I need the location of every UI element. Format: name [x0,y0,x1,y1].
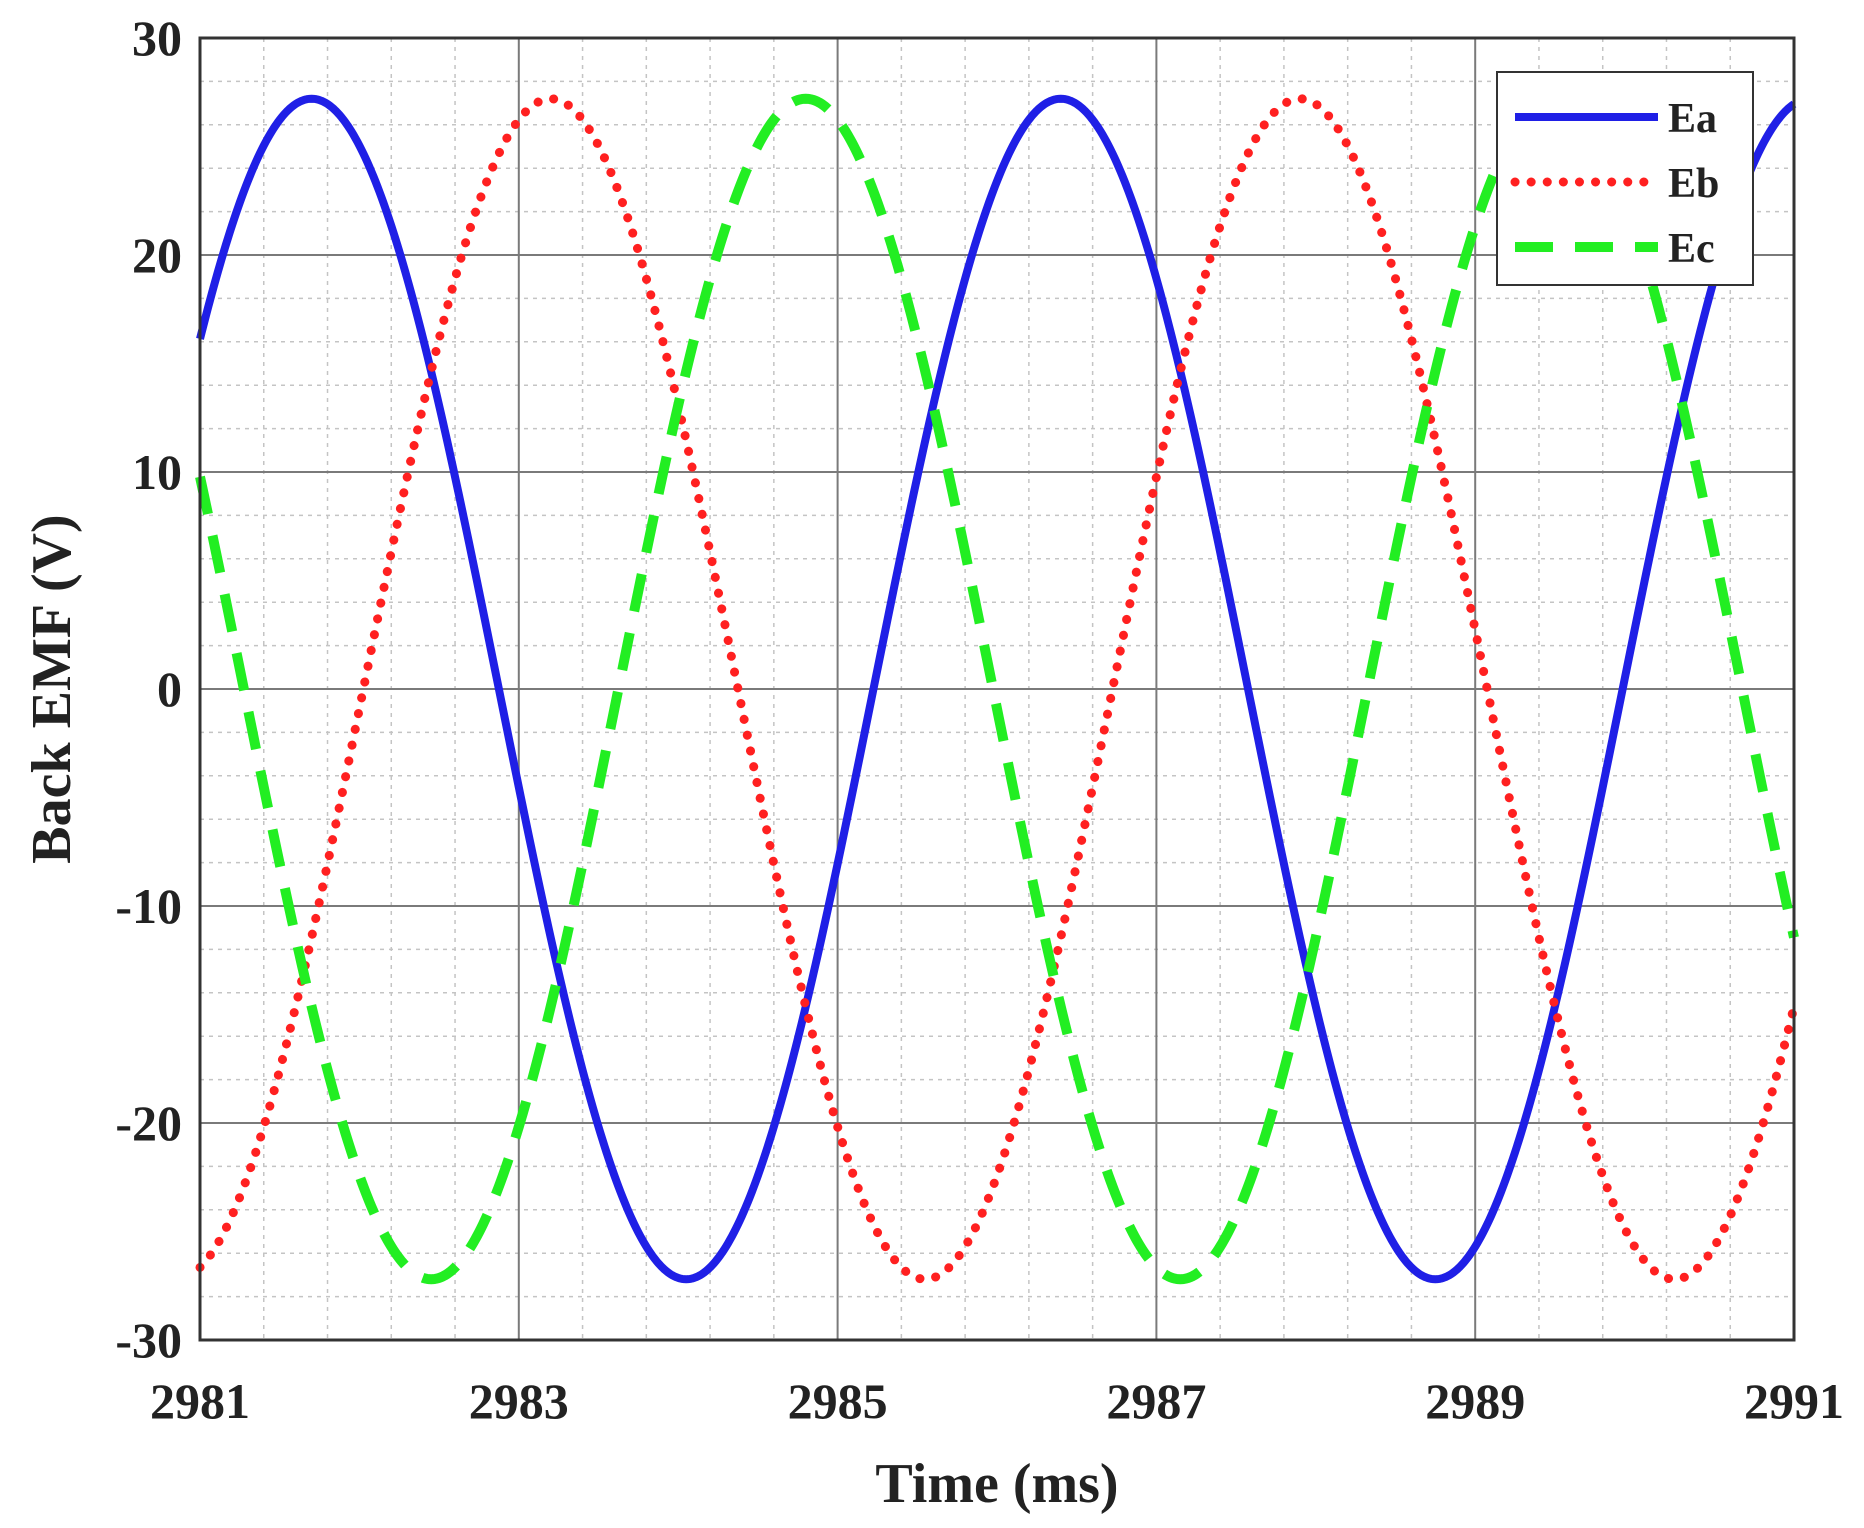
series-line-eb [195,94,1799,1284]
x-tick-label: 2985 [788,1373,888,1429]
x-axis-title: Time (ms) [875,1453,1118,1515]
legend-label-eb: Eb [1668,161,1719,207]
y-tick-labels: -30 -20 -10 0 10 20 30 [115,10,182,1368]
y-tick-label: 10 [132,444,182,500]
y-tick-label: -20 [115,1095,182,1151]
y-tick-label: 0 [157,661,182,717]
series-line-ea [196,94,1797,1284]
y-tick-label: 20 [132,227,182,283]
x-tick-label: 2991 [1744,1373,1844,1429]
x-tick-label: 2983 [469,1373,569,1429]
y-tick-label: 30 [132,10,182,66]
x-tick-label: 2987 [1106,1373,1206,1429]
plot-frame [198,36,1796,1342]
y-tick-label: -10 [115,878,182,934]
series-line-ec [195,93,1799,1285]
y-axis-title: Back EMF (V) [21,514,83,863]
x-tick-label: 2989 [1425,1373,1525,1429]
x-tick-labels: 2981 2983 2985 2987 2989 2991 [150,1373,1844,1429]
x-tick-label: 2981 [150,1373,250,1429]
legend-label-ea: Ea [1668,96,1717,142]
legend: Ea Eb Ec [1496,71,1754,286]
series-layer [195,93,1799,1285]
y-tick-label: -30 [115,1312,182,1368]
legend-label-ec: Ec [1668,226,1715,272]
